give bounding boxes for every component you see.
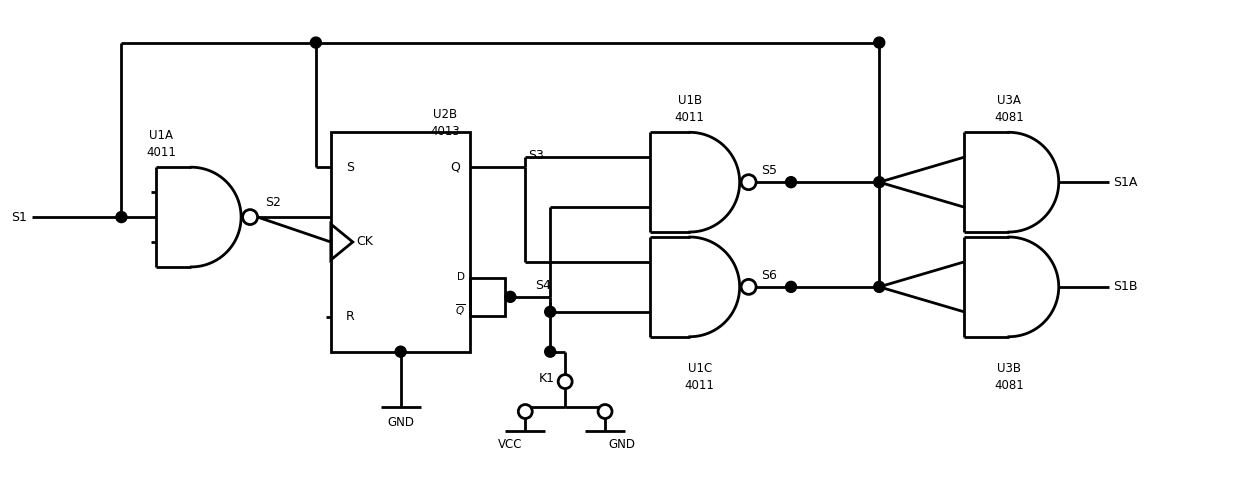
Text: S2: S2 <box>265 196 281 209</box>
Text: S5: S5 <box>761 164 777 177</box>
Bar <box>331 133 470 352</box>
Text: CK: CK <box>356 236 373 249</box>
Text: $\overline{Q}$: $\overline{Q}$ <box>455 302 465 318</box>
Text: 4011: 4011 <box>146 146 176 159</box>
Circle shape <box>874 281 884 293</box>
Circle shape <box>874 37 884 48</box>
Text: U1B: U1B <box>678 94 702 107</box>
Circle shape <box>598 404 613 418</box>
Text: VCC: VCC <box>497 439 522 452</box>
Text: S1: S1 <box>11 211 27 224</box>
Circle shape <box>117 212 126 223</box>
Circle shape <box>742 280 756 295</box>
Circle shape <box>558 375 572 388</box>
Text: U3A: U3A <box>997 94 1021 107</box>
Text: S4: S4 <box>536 279 551 292</box>
Circle shape <box>544 307 556 317</box>
Text: GND: GND <box>608 439 635 452</box>
Text: 4011: 4011 <box>684 379 714 392</box>
Text: R: R <box>346 310 355 323</box>
Circle shape <box>874 177 884 187</box>
Circle shape <box>544 346 556 357</box>
Circle shape <box>396 346 407 357</box>
Bar <box>470 278 506 316</box>
Text: S3: S3 <box>528 149 544 162</box>
Text: U1A: U1A <box>149 129 174 142</box>
Text: S6: S6 <box>761 269 777 282</box>
Text: U3B: U3B <box>997 362 1021 375</box>
Text: S1B: S1B <box>1114 281 1138 294</box>
Circle shape <box>742 174 756 189</box>
Circle shape <box>505 291 516 302</box>
Text: S1A: S1A <box>1114 175 1138 188</box>
Circle shape <box>785 281 796 293</box>
Circle shape <box>243 210 258 225</box>
Text: U2B: U2B <box>434 108 458 121</box>
Text: GND: GND <box>387 416 414 429</box>
Text: K1: K1 <box>539 372 556 385</box>
Circle shape <box>785 177 796 187</box>
Text: S: S <box>346 161 353 174</box>
Text: Q: Q <box>450 161 460 174</box>
Circle shape <box>518 404 532 418</box>
Text: 4081: 4081 <box>994 111 1024 124</box>
Text: U1C: U1C <box>688 362 712 375</box>
Text: 4013: 4013 <box>430 125 460 138</box>
Text: D: D <box>458 272 465 282</box>
Text: 4011: 4011 <box>675 111 704 124</box>
Circle shape <box>310 37 321 48</box>
Text: 4081: 4081 <box>994 379 1024 392</box>
